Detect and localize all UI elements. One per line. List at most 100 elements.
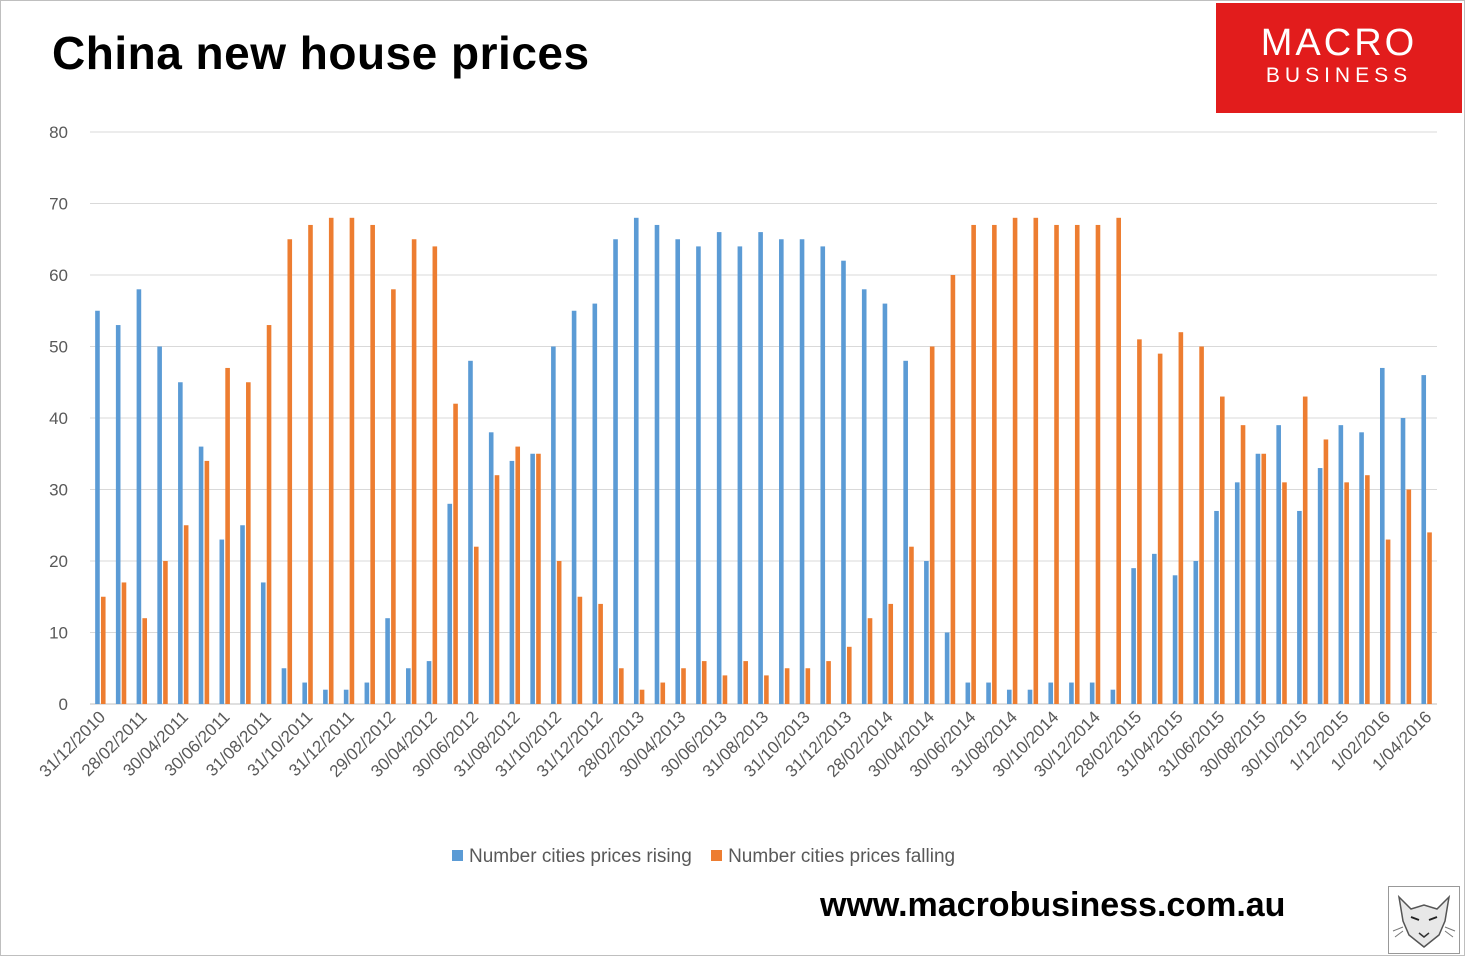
bar-rising [385, 618, 390, 704]
bar-rising [406, 668, 411, 704]
bar-rising [157, 346, 162, 704]
bar-rising [944, 632, 950, 704]
bar-rising [1379, 367, 1385, 704]
y-tick-label: 60 [49, 266, 68, 285]
y-tick-label: 40 [49, 409, 68, 428]
bar-falling [743, 661, 748, 704]
bar-rising [1234, 482, 1240, 704]
bar-rising [1069, 682, 1074, 704]
bar-falling [784, 668, 790, 704]
bar-falling [1074, 224, 1080, 704]
bar-falling [1240, 425, 1246, 704]
bar-falling [867, 618, 873, 704]
bar-rising [1110, 689, 1116, 704]
y-tick-label: 80 [49, 123, 68, 142]
bar-falling [888, 603, 894, 704]
bar-falling [1199, 346, 1204, 704]
bar-rising [1317, 468, 1323, 704]
bar-rising [1131, 568, 1136, 704]
bar-rising [1089, 682, 1095, 704]
bar-rising [178, 382, 183, 704]
bar-falling [992, 224, 997, 704]
macrobusiness-logo: MACRO BUSINESS [1216, 3, 1462, 113]
legend-label-falling: Number cities prices falling [728, 846, 956, 867]
bar-rising [488, 432, 494, 704]
bar-rising [1400, 418, 1406, 704]
bar-falling [370, 224, 375, 704]
bar-rising [1359, 432, 1364, 704]
bar-rising [115, 325, 121, 704]
bar-falling [163, 561, 168, 704]
bar-falling [142, 618, 148, 704]
bar-rising [509, 460, 515, 704]
bar-rising [136, 289, 142, 704]
bar-falling [764, 675, 769, 704]
bar-falling [846, 646, 852, 704]
bar-rising [571, 310, 577, 704]
bar-falling [971, 224, 976, 704]
bar-rising [1276, 425, 1281, 704]
bar-rising [696, 246, 701, 704]
bar-rising [1006, 689, 1012, 704]
bar-falling [826, 661, 831, 704]
bar-rising [468, 360, 473, 704]
bar-rising [551, 346, 556, 704]
bar-rising [592, 303, 598, 704]
bar-rising [986, 682, 991, 704]
bar-falling [805, 668, 811, 704]
bar-falling [494, 475, 500, 704]
bar-rising [613, 239, 618, 704]
bar-falling [1220, 396, 1225, 704]
bar-falling [225, 367, 230, 704]
bar-rising [1338, 425, 1344, 704]
bar-rising [260, 582, 266, 704]
bar-rising [903, 360, 908, 704]
bar-falling [660, 682, 666, 704]
website-url: www.macrobusiness.com.au [820, 886, 1286, 924]
bar-falling [1282, 482, 1287, 704]
bar-falling [598, 603, 603, 704]
bar-rising [1297, 510, 1302, 704]
bar-falling [183, 525, 189, 704]
legend-label-rising: Number cities prices rising [469, 846, 692, 867]
bar-rising [426, 661, 432, 704]
bar-rising [882, 303, 888, 704]
bar-rising [364, 682, 370, 704]
bar-rising [861, 289, 867, 704]
bar-falling [1012, 217, 1018, 705]
y-tick-label: 10 [49, 624, 68, 643]
bar-rising [675, 239, 681, 704]
bar-falling [1385, 539, 1391, 704]
bar-rising [323, 689, 328, 704]
bar-falling [1427, 532, 1432, 704]
bar-rising [779, 239, 784, 704]
bar-falling [1344, 482, 1349, 704]
logo-line-2: BUSINESS [1265, 64, 1413, 87]
legend-swatch-falling [711, 850, 723, 861]
bar-rising [281, 668, 287, 704]
bar-falling [619, 668, 624, 704]
chart-legend: Number cities prices rising Number citie… [452, 846, 969, 868]
bar-falling [411, 239, 417, 704]
bar-rising [343, 689, 349, 704]
bar-falling [1365, 475, 1370, 704]
chart-title: China new house prices [52, 27, 590, 79]
bar-rising [820, 246, 826, 704]
bar-falling [266, 325, 272, 704]
bar-falling [515, 446, 521, 704]
bar-rising [841, 260, 846, 704]
bar-rising [1172, 575, 1178, 704]
bar-falling [204, 460, 210, 704]
bar-rising [219, 539, 225, 704]
bar-falling [287, 239, 293, 704]
bar-falling [536, 453, 541, 704]
wolf-icon [1388, 886, 1460, 954]
bar-falling [121, 582, 127, 704]
bar-rising [716, 232, 722, 704]
bar-rising [95, 310, 100, 704]
bar-rising [799, 239, 805, 704]
y-tick-label: 0 [59, 695, 68, 714]
bar-rising [1255, 453, 1261, 704]
bar-falling [349, 217, 355, 705]
bar-rising [198, 446, 204, 704]
